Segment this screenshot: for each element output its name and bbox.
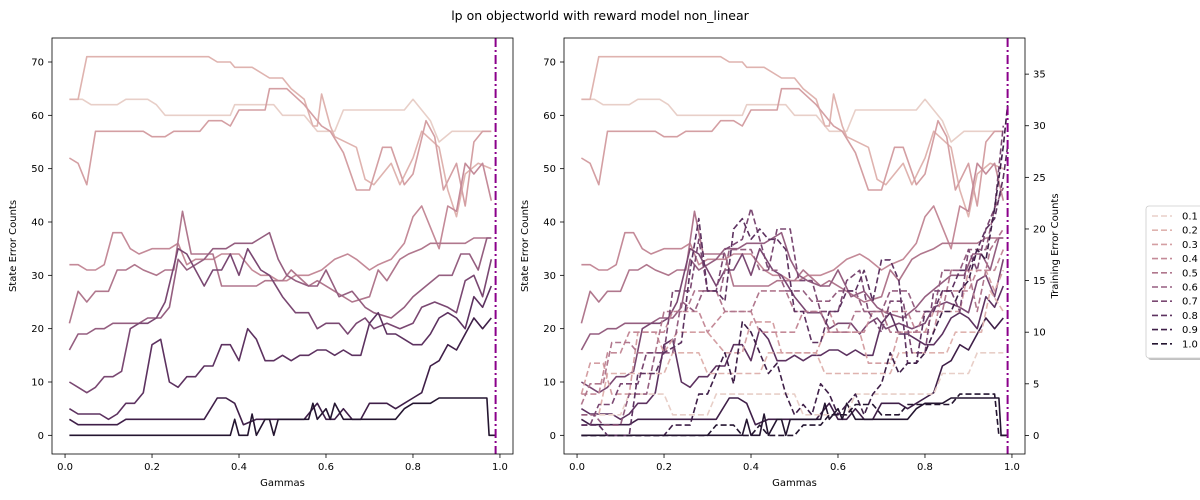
y-tick-label: 30 — [543, 271, 556, 282]
y-tick-label: 10 — [543, 378, 556, 389]
x-tick-label: 0.8 — [917, 462, 933, 473]
training-error-line-10 — [581, 393, 1008, 437]
y-tick-label: 30 — [31, 271, 44, 282]
y-tick-label: 60 — [31, 111, 44, 122]
legend-label: 0.5 — [1182, 268, 1198, 279]
y2-tick-label: 0 — [1033, 431, 1039, 442]
x-tick-label: 0.8 — [405, 462, 421, 473]
legend-label: 0.7 — [1182, 297, 1198, 308]
state-error-line-2 — [69, 55, 492, 218]
x-tick-label: 1.0 — [492, 462, 508, 473]
figure-title: lp on objectworld with reward model non_… — [451, 8, 749, 23]
y-tick-label: 40 — [543, 218, 556, 229]
y-tick-label: 70 — [31, 58, 44, 69]
training-error-line-4 — [581, 249, 1005, 395]
training-error-line-8 — [581, 146, 1009, 437]
x-axis-label: Gammas — [260, 478, 305, 489]
state-error-line-1 — [69, 98, 492, 143]
x-tick-label: 0.4 — [231, 462, 247, 473]
state-error-line-1 — [581, 98, 1004, 143]
state-error-line-6 — [68, 231, 492, 351]
state-error-line-6 — [580, 231, 1004, 351]
state-error-line-5 — [580, 210, 1004, 324]
y-axis-label: State Error Counts — [8, 200, 19, 292]
y2-axis-label: Training Error Counts — [1050, 193, 1061, 299]
legend-label: 1.0 — [1182, 339, 1198, 350]
training-error-line-7 — [581, 125, 1005, 426]
state-error-line-8 — [68, 285, 493, 421]
training-error-line-3 — [580, 269, 1005, 395]
training-error-line-5 — [580, 228, 1004, 405]
training-error-line-9 — [581, 105, 1009, 437]
x-tick-label: 0.4 — [743, 462, 759, 473]
y-tick-label: 0 — [38, 431, 44, 442]
state-error-line-3 — [580, 87, 1004, 207]
state-error-line-7 — [580, 247, 1005, 394]
x-tick-label: 0.6 — [318, 462, 334, 473]
y2-tick-label: 5 — [1033, 379, 1039, 390]
x-tick-label: 0.2 — [656, 462, 672, 473]
plot-frame — [51, 37, 514, 455]
x-tick-label: 0.2 — [144, 462, 160, 473]
state-error-line-8 — [580, 285, 1005, 421]
legend-label: 0.1 — [1182, 212, 1198, 223]
state-error-line-2 — [581, 55, 1004, 218]
y-tick-label: 40 — [31, 218, 44, 229]
y-tick-label: 20 — [31, 324, 44, 335]
state-error-line-10 — [581, 397, 1008, 437]
legend-label: 0.2 — [1182, 226, 1198, 237]
y-tick-label: 50 — [543, 164, 556, 175]
y2-tick-label: 15 — [1033, 276, 1046, 287]
legend: 0.1 0.2 0.3 0.4 0.5 0.6 0.7 0.8 0.9 1.0 — [1145, 205, 1200, 360]
y-tick-label: 50 — [31, 164, 44, 175]
y2-tick-label: 35 — [1033, 70, 1046, 81]
plot-frame — [563, 37, 1026, 455]
training-error-line-1 — [581, 352, 1004, 416]
legend-box — [1145, 205, 1200, 359]
y-tick-label: 70 — [543, 58, 556, 69]
left-panel: 0.0 0.2 0.4 0.6 0.8 1.0 0 10 20 30 40 50 60 70 Gammas S… — [8, 37, 514, 489]
legend-label: 0.6 — [1182, 283, 1198, 294]
state-error-line-5 — [68, 210, 492, 324]
x-tick-label: 0.6 — [830, 462, 846, 473]
state-error-line-9 — [68, 317, 492, 426]
legend-label: 0.4 — [1182, 254, 1198, 265]
y-tick-label: 10 — [31, 378, 44, 389]
y-tick-label: 20 — [543, 324, 556, 335]
y2-tick-label: 25 — [1033, 173, 1046, 184]
y2-tick-label: 10 — [1033, 328, 1046, 339]
y2-tick-label: 20 — [1033, 224, 1046, 235]
x-tick-label: 0.0 — [569, 462, 585, 473]
x-tick-label: 1.0 — [1004, 462, 1020, 473]
y-axis-label: State Error Counts — [520, 200, 531, 292]
x-axis-label: Gammas — [772, 478, 817, 489]
state-error-line-7 — [68, 247, 493, 394]
state-error-line-3 — [68, 87, 492, 207]
y-tick-label: 0 — [550, 431, 556, 442]
y2-tick-label: 30 — [1033, 121, 1046, 132]
right-panel: 0.0 0.2 0.4 0.6 0.8 1.0 0 10 20 30 40 50 60 70 0 5 10 15 2… — [520, 37, 1061, 489]
state-error-line-10 — [69, 397, 496, 437]
y-tick-label: 60 — [543, 111, 556, 122]
legend-label: 0.3 — [1182, 240, 1198, 251]
state-error-line-9 — [580, 317, 1004, 426]
x-tick-label: 0.0 — [57, 462, 73, 473]
legend-label: 0.9 — [1182, 325, 1198, 336]
legend-label: 0.8 — [1182, 311, 1198, 322]
